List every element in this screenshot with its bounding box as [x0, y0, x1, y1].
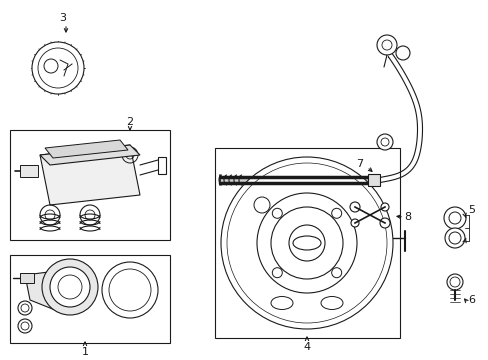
- Text: 3: 3: [60, 13, 66, 23]
- Bar: [20, 165, 38, 177]
- Ellipse shape: [270, 297, 292, 310]
- Bar: [10, 255, 170, 343]
- Circle shape: [379, 218, 389, 228]
- Text: 5: 5: [468, 205, 474, 215]
- Circle shape: [42, 259, 98, 315]
- Circle shape: [443, 207, 465, 229]
- Text: 6: 6: [468, 295, 474, 305]
- Bar: [367, 174, 379, 186]
- Circle shape: [331, 268, 341, 278]
- Circle shape: [253, 197, 269, 213]
- Circle shape: [350, 219, 358, 227]
- Circle shape: [395, 46, 409, 60]
- Circle shape: [18, 319, 32, 333]
- Bar: [20, 273, 34, 283]
- Bar: [158, 157, 165, 174]
- Circle shape: [257, 193, 356, 293]
- Circle shape: [288, 225, 325, 261]
- Circle shape: [444, 228, 464, 248]
- Text: 7: 7: [356, 159, 363, 169]
- Polygon shape: [40, 145, 140, 165]
- Circle shape: [221, 157, 392, 329]
- Circle shape: [376, 134, 392, 150]
- Circle shape: [376, 35, 396, 55]
- Circle shape: [272, 208, 282, 218]
- Circle shape: [32, 42, 84, 94]
- Circle shape: [272, 268, 282, 278]
- Text: 1: 1: [81, 347, 88, 357]
- Circle shape: [380, 203, 388, 211]
- Polygon shape: [45, 140, 128, 158]
- Bar: [215, 148, 399, 338]
- Ellipse shape: [320, 297, 342, 310]
- Polygon shape: [40, 145, 140, 205]
- Ellipse shape: [292, 236, 320, 250]
- Text: 2: 2: [126, 117, 133, 127]
- Circle shape: [50, 267, 90, 307]
- Text: 4: 4: [303, 342, 310, 352]
- Polygon shape: [25, 268, 85, 312]
- Circle shape: [446, 274, 462, 290]
- Circle shape: [349, 202, 359, 212]
- Circle shape: [18, 301, 32, 315]
- Bar: [10, 130, 170, 240]
- Circle shape: [331, 208, 341, 218]
- Text: 8: 8: [404, 212, 411, 222]
